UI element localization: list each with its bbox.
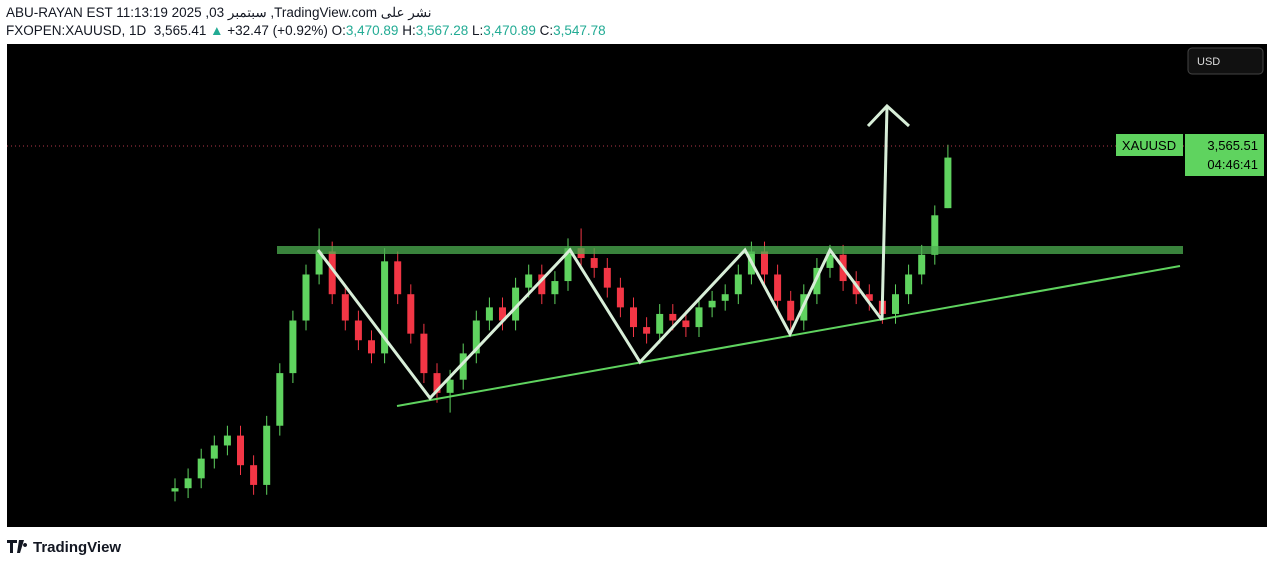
candle-body xyxy=(525,274,533,288)
candle-body xyxy=(210,445,218,459)
candle-body xyxy=(616,287,624,308)
candle-body xyxy=(865,294,873,301)
candle-body xyxy=(250,465,258,485)
candle-body xyxy=(289,320,297,374)
candle-body xyxy=(747,251,755,275)
symbol: FXOPEN:XAUUSD, 1D xyxy=(6,23,147,38)
candle-body xyxy=(551,281,559,295)
candle-body xyxy=(590,258,598,268)
candle-body xyxy=(302,274,310,321)
candle-body xyxy=(499,307,506,321)
candle-body xyxy=(577,248,585,259)
logo-icon xyxy=(7,540,28,553)
candle-body xyxy=(603,267,611,288)
candle-body xyxy=(407,294,415,334)
candle-body xyxy=(276,373,284,426)
ohlc-line: FXOPEN:XAUUSD, 1D 3,565.41 ▲ +32.47 (+0.… xyxy=(6,23,606,38)
currency-button[interactable] xyxy=(1187,47,1264,75)
l-label: L: xyxy=(472,23,484,38)
countdown: 04:46:41 xyxy=(1207,157,1258,172)
candle-body xyxy=(839,254,847,282)
currency: USD xyxy=(1197,56,1220,68)
candle-body xyxy=(472,320,480,354)
candle-body xyxy=(315,251,323,275)
candle-body xyxy=(918,254,926,275)
plot-area xyxy=(7,44,1267,527)
candle-body xyxy=(813,267,821,295)
candles xyxy=(171,144,952,502)
arrow-shaft xyxy=(880,105,889,321)
candle-body xyxy=(394,261,402,295)
candle-body xyxy=(682,320,690,328)
candle-body xyxy=(669,313,677,321)
candle-body xyxy=(433,373,441,393)
candle-body xyxy=(905,274,913,295)
candle-body xyxy=(787,300,795,321)
symbol-tag xyxy=(1116,134,1183,156)
h-label: H: xyxy=(402,23,416,38)
candle-body xyxy=(538,274,546,295)
candle-body xyxy=(381,261,389,354)
candle-body xyxy=(420,333,428,374)
candle-body xyxy=(643,327,651,334)
arrow: ▲ xyxy=(210,23,224,38)
resistance-zone xyxy=(277,246,1183,254)
candle-body xyxy=(852,281,860,295)
candle-body xyxy=(354,320,362,341)
candle-body xyxy=(774,274,782,301)
low: 3,470.89 xyxy=(483,23,536,38)
candle-body xyxy=(341,294,349,321)
candle-body xyxy=(328,251,336,295)
publish-line: ABU-RAYAN EST 11:13:19 2025 ,03 سبتمبر ,… xyxy=(6,5,432,20)
candle-body xyxy=(761,251,768,275)
candle-body xyxy=(368,340,375,354)
close: 3,547.78 xyxy=(553,23,606,38)
candle-body xyxy=(446,379,454,393)
candle-body xyxy=(263,425,271,485)
change: +32.47 (+0.92%) xyxy=(227,23,328,38)
candle-body xyxy=(197,458,205,479)
candle-body xyxy=(512,287,520,321)
candle-body xyxy=(171,488,179,492)
symbol-tag-text: XAUUSD xyxy=(1122,138,1176,153)
candle-body xyxy=(459,353,467,380)
candle-body xyxy=(485,307,493,321)
candle-body xyxy=(630,307,637,328)
candle-body xyxy=(944,157,952,209)
candle-body xyxy=(237,435,244,466)
candle-body xyxy=(656,313,664,334)
candle-body xyxy=(564,248,572,282)
o-label: O: xyxy=(331,23,346,38)
price-tag-text: 3,565.51 xyxy=(1207,138,1258,153)
candle-body xyxy=(826,254,834,268)
candle-body xyxy=(800,294,808,321)
candle-body xyxy=(734,274,742,295)
candle-body xyxy=(695,307,703,328)
pattern-line xyxy=(316,247,884,401)
candle-body xyxy=(721,294,729,301)
high: 3,567.28 xyxy=(415,23,469,38)
candle-body xyxy=(892,294,899,314)
candle-body xyxy=(184,478,192,489)
candle-body xyxy=(931,215,939,255)
price-tag xyxy=(1185,134,1264,176)
open: 3,470.89 xyxy=(345,23,399,38)
price: 3,565.41 xyxy=(153,23,207,38)
brand: TradingView xyxy=(33,539,121,556)
arrow-head xyxy=(866,103,911,128)
candle-body xyxy=(223,435,231,446)
candle-body xyxy=(878,300,886,314)
c-label: C: xyxy=(539,23,554,38)
candle-body xyxy=(708,300,716,308)
trendline xyxy=(396,265,1181,407)
